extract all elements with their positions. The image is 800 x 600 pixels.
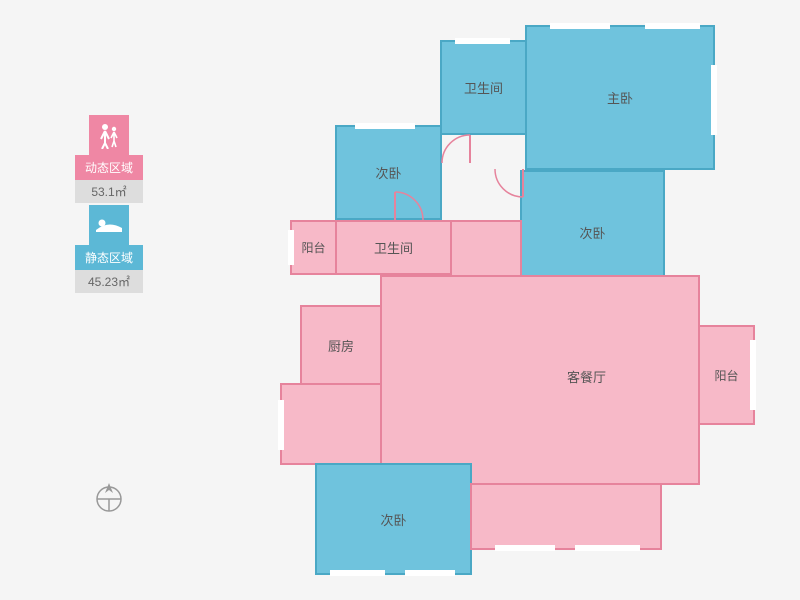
window: [645, 23, 700, 29]
room-label: 次卧: [380, 510, 406, 529]
legend-static-label: 静态区域: [75, 245, 143, 270]
room-bathroom-1: 卫生间: [440, 40, 527, 135]
legend-static: 静态区域 45.23㎡: [75, 205, 143, 293]
room-bathroom-2: 卫生间: [335, 220, 452, 275]
people-icon: [89, 115, 129, 155]
room-label: 阳台: [714, 367, 738, 384]
legend-dynamic-label: 动态区域: [75, 155, 143, 180]
room-balcony-1: 阳台: [290, 220, 337, 275]
window: [575, 545, 640, 551]
window: [330, 570, 385, 576]
room-label: 次卧: [579, 223, 605, 242]
room-living-dining: 客餐厅: [380, 275, 700, 485]
door-arc: [440, 133, 474, 167]
floorplan: 主卧 卫生间 次卧 次卧 客餐厅 阳台 卫生间 厨房 阳台 次卧: [245, 25, 765, 580]
room-label: 阳台: [301, 239, 325, 256]
window: [711, 65, 717, 135]
window: [455, 38, 510, 44]
room-label: 厨房: [328, 336, 354, 355]
room-label: 卫生间: [464, 78, 503, 97]
room-label: 主卧: [607, 88, 633, 107]
legend-static-value: 45.23㎡: [75, 270, 143, 293]
room-kitchen: 厨房: [300, 305, 382, 385]
window: [355, 123, 415, 129]
room-balcony-2: 阳台: [698, 325, 755, 425]
legend-dynamic-value: 53.1㎡: [75, 180, 143, 203]
window: [495, 545, 555, 551]
compass-icon: [92, 480, 126, 514]
room-living-ext: [450, 220, 522, 280]
window: [288, 230, 294, 265]
room-master-bedroom: 主卧: [525, 25, 715, 170]
room-bedroom-4: 次卧: [315, 463, 472, 575]
room-bedroom-2: 次卧: [335, 125, 442, 220]
window: [550, 23, 610, 29]
room-nook: [280, 383, 382, 465]
window: [750, 340, 756, 410]
window: [278, 400, 284, 450]
sleep-icon: [89, 205, 129, 245]
room-label: 卫生间: [374, 238, 413, 257]
room-label: 次卧: [375, 163, 401, 182]
window: [405, 570, 455, 576]
legend-dynamic: 动态区域 53.1㎡: [75, 115, 143, 203]
room-label: 客餐厅: [567, 367, 606, 386]
room-balcony-3: [470, 483, 662, 550]
